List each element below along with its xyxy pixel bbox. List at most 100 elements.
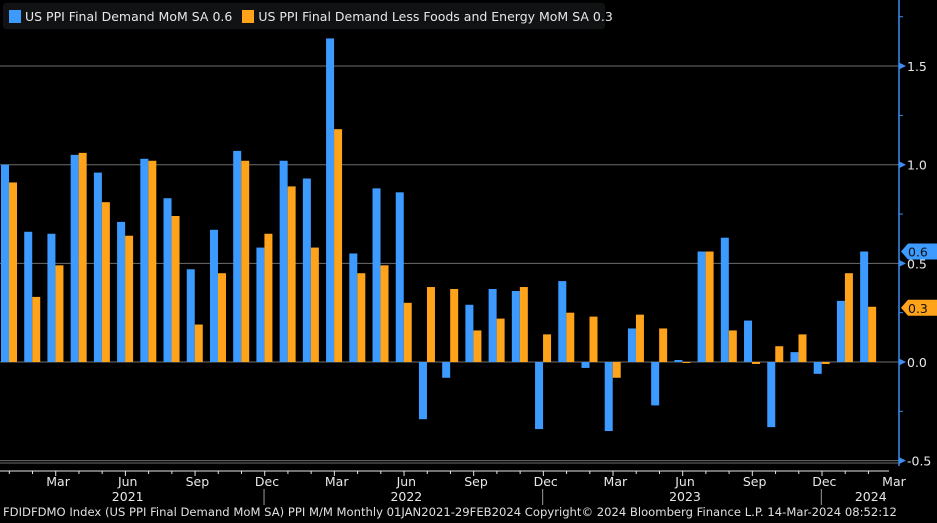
y-tick-marker [899,259,906,267]
x-axis: Mar Jun Sep Dec Mar Jun Sep Dec Mar Jun Sep Dec Mar2… [0,462,907,505]
bar-core [148,160,157,362]
bar-headline [326,38,335,362]
bar-core [659,328,668,362]
bar-core [287,186,296,362]
bar-headline [697,251,706,362]
x-year-label: 2021 [112,489,144,504]
legend-swatch-blue [9,9,21,23]
bar-headline [558,281,567,362]
bar-headline [442,362,451,378]
x-tick-label: Mar [46,474,70,489]
bar-core [310,247,319,362]
x-year-label: 2024 [855,489,887,504]
bar-core [217,273,226,362]
bar-core [844,273,853,362]
bar-core [519,287,528,362]
bar-headline [418,362,427,420]
bar-core [705,251,714,362]
bar-core [566,312,575,362]
last-value-flag [901,299,937,316]
bar-headline [302,178,311,362]
bar-headline [70,154,79,362]
x-tick-label: Jun [396,474,417,489]
bar-headline [1,164,9,362]
y-tick-label: 0.0 [907,355,927,370]
bar-headline [836,300,845,362]
legend-label: US PPI Final Demand Less Foods and Energ… [258,8,613,24]
bar-core [55,265,64,362]
bar-headline [790,352,799,362]
bar-core [334,129,343,362]
bar-core [635,314,644,362]
x-tick-label: Jun [674,474,695,489]
bar-headline [488,288,497,362]
bar-core [798,334,807,362]
bar-core [9,182,17,362]
bar-headline [93,172,102,362]
bar-headline [813,362,822,374]
bar-core [543,334,552,362]
bar-core [357,273,366,362]
bar-headline [140,158,149,362]
x-tick-label: Mar [882,474,906,489]
x-tick-label: Mar [325,474,349,489]
legend-item-ppi-final-demand[interactable]: US PPI Final Demand MoM SA 0.6 [9,9,232,24]
y-tick-marker [899,358,906,366]
bar-core [496,318,505,362]
legend-item-ppi-core[interactable]: US PPI Final Demand Less Foods and Energ… [242,8,613,24]
bars [1,38,877,432]
bar-core [450,288,459,362]
bar-core [868,306,877,362]
bar-headline [47,233,56,362]
bar-core [821,362,830,364]
bar-core [78,152,87,362]
bar-core [728,330,737,362]
x-year-label: 2023 [669,489,701,504]
last-value-label: 0.3 [908,301,928,316]
y-tick-marker [899,161,906,169]
bar-headline [256,247,265,362]
bar-headline [117,221,126,362]
x-tick-label: Mar [604,474,628,489]
bar-headline [279,160,288,362]
x-tick-label: Sep [743,474,767,489]
bar-core [775,346,784,362]
x-tick-label: Dec [534,474,558,489]
y-tick-label: 1.5 [907,59,927,74]
bar-headline [720,237,729,362]
last-value-label: 0.6 [908,245,928,260]
y-tick-label: 0.5 [907,256,927,271]
legend-label: US PPI Final Demand MoM SA 0.6 [25,8,233,24]
bar-headline [744,320,753,362]
bar-core [380,265,389,362]
bar-headline [395,192,404,362]
bar-core [32,296,41,362]
bar-headline [581,362,590,368]
bar-headline [511,290,520,362]
y-tick-marker [899,62,906,70]
y-axis: -0.5 0.0 0.5 1.0 1.5 0.6 0.3 [898,0,937,469]
gridlines [0,65,899,462]
bar-core [473,330,482,362]
bar-headline [651,362,660,406]
legend: US PPI Final Demand MoM SA 0.6 US PPI Fi… [3,3,613,29]
bar-headline [349,253,358,362]
bar-core [125,235,134,362]
bar-headline [535,362,544,430]
bar-headline [767,362,776,428]
bar-headline [465,304,474,362]
bar-headline [674,360,683,362]
bar-core [752,362,761,364]
bar-core [682,362,691,363]
bar-core [426,287,435,362]
bar-core [194,324,203,362]
y-tick-label: -0.5 [907,454,931,469]
x-tick-label: Sep [186,474,210,489]
x-tick-label: Dec [255,474,279,489]
y-tick-label: 1.0 [907,158,927,173]
last-value-flag [901,243,937,260]
chart-footer: FDIDFDMO Index (US PPI Final Demand MoM … [3,505,897,519]
bar-core [171,215,180,362]
y-tick-marker [899,457,906,465]
x-tick-label: Dec [812,474,836,489]
